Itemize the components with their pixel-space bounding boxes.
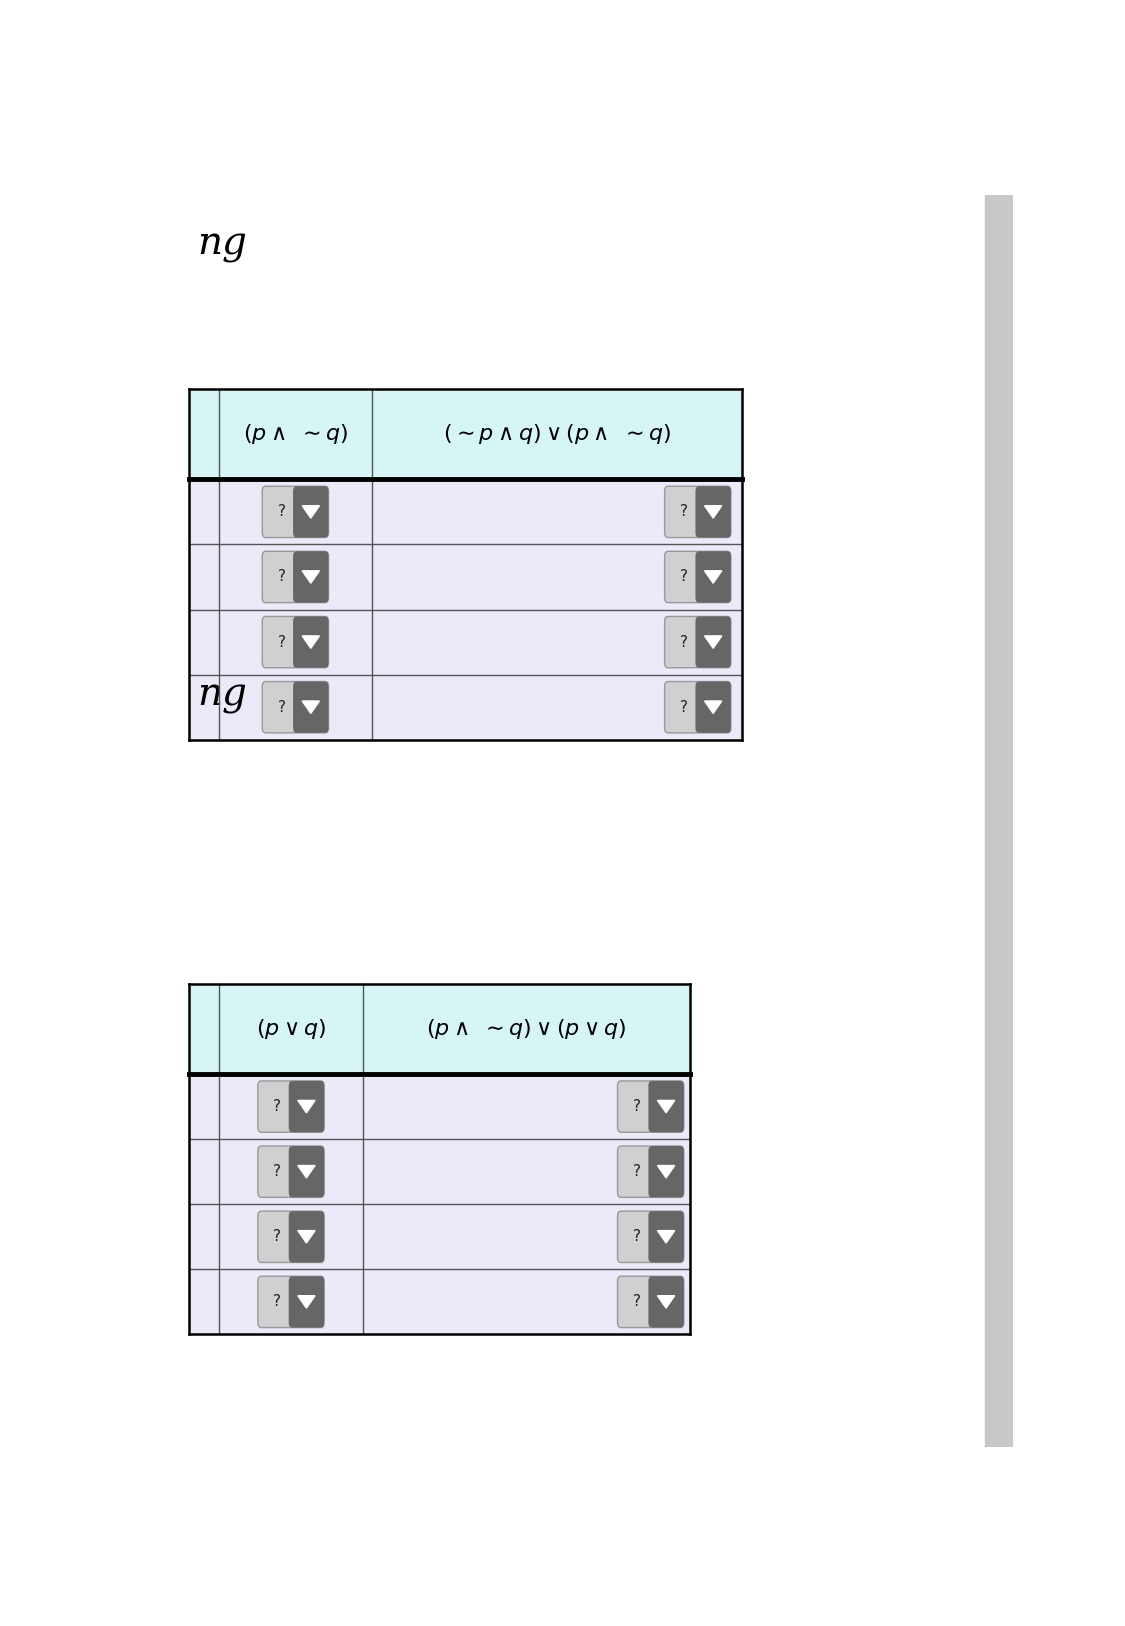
FancyBboxPatch shape: [618, 1211, 684, 1262]
Text: ?: ?: [633, 1229, 641, 1244]
Text: ?: ?: [273, 1294, 281, 1309]
FancyBboxPatch shape: [648, 1146, 684, 1197]
FancyBboxPatch shape: [258, 1211, 324, 1262]
Text: ?: ?: [278, 634, 286, 650]
Text: $(\sim p \wedge q) \vee (p \wedge\ \sim q)$: $(\sim p \wedge q) \vee (p \wedge\ \sim …: [443, 423, 670, 446]
FancyBboxPatch shape: [294, 551, 328, 603]
Bar: [189, 480, 742, 545]
FancyBboxPatch shape: [618, 1276, 684, 1327]
FancyBboxPatch shape: [695, 681, 731, 733]
FancyBboxPatch shape: [695, 551, 731, 603]
FancyBboxPatch shape: [258, 1081, 324, 1132]
Bar: [189, 984, 690, 1075]
FancyBboxPatch shape: [294, 486, 328, 538]
FancyBboxPatch shape: [695, 486, 731, 538]
FancyBboxPatch shape: [262, 551, 328, 603]
Bar: [189, 1270, 690, 1335]
FancyBboxPatch shape: [289, 1146, 324, 1197]
Text: ?: ?: [273, 1099, 281, 1114]
Polygon shape: [657, 1296, 675, 1307]
Polygon shape: [704, 571, 722, 584]
Text: ?: ?: [633, 1099, 641, 1114]
Polygon shape: [298, 1296, 315, 1307]
FancyBboxPatch shape: [262, 681, 328, 733]
FancyBboxPatch shape: [665, 486, 731, 538]
Bar: [189, 1140, 690, 1205]
Bar: [189, 545, 742, 610]
Text: ?: ?: [278, 504, 286, 519]
FancyBboxPatch shape: [294, 616, 328, 668]
FancyBboxPatch shape: [294, 681, 328, 733]
FancyBboxPatch shape: [289, 1211, 324, 1262]
Polygon shape: [303, 506, 319, 519]
FancyBboxPatch shape: [695, 616, 731, 668]
Text: ?: ?: [633, 1294, 641, 1309]
Polygon shape: [303, 571, 319, 584]
Polygon shape: [657, 1101, 675, 1112]
Polygon shape: [657, 1231, 675, 1242]
FancyBboxPatch shape: [648, 1081, 684, 1132]
Text: ng: ng: [197, 676, 248, 714]
Text: ?: ?: [681, 569, 688, 584]
Text: ?: ?: [681, 504, 688, 519]
FancyBboxPatch shape: [648, 1211, 684, 1262]
Polygon shape: [303, 636, 319, 649]
Text: ng: ng: [197, 226, 248, 263]
FancyBboxPatch shape: [289, 1276, 324, 1327]
Polygon shape: [704, 701, 722, 714]
FancyBboxPatch shape: [289, 1081, 324, 1132]
Bar: [189, 675, 742, 740]
Text: ?: ?: [681, 699, 688, 715]
FancyBboxPatch shape: [665, 551, 731, 603]
Bar: [189, 1205, 690, 1270]
FancyBboxPatch shape: [618, 1146, 684, 1197]
Polygon shape: [298, 1231, 315, 1242]
Bar: [984, 195, 1012, 1447]
FancyBboxPatch shape: [262, 486, 328, 538]
Text: ?: ?: [278, 699, 286, 715]
FancyBboxPatch shape: [665, 681, 731, 733]
FancyBboxPatch shape: [618, 1081, 684, 1132]
Polygon shape: [303, 701, 319, 714]
Bar: [189, 389, 742, 480]
Text: ?: ?: [681, 634, 688, 650]
FancyBboxPatch shape: [258, 1276, 324, 1327]
Bar: [189, 610, 742, 675]
Text: $(p \wedge\ \sim q)$: $(p \wedge\ \sim q)$: [243, 423, 348, 446]
Polygon shape: [657, 1166, 675, 1177]
Polygon shape: [298, 1166, 315, 1177]
FancyBboxPatch shape: [258, 1146, 324, 1197]
Polygon shape: [704, 636, 722, 649]
Bar: [189, 1075, 690, 1140]
Text: ?: ?: [278, 569, 286, 584]
FancyBboxPatch shape: [648, 1276, 684, 1327]
FancyBboxPatch shape: [262, 616, 328, 668]
Polygon shape: [704, 506, 722, 519]
Text: ?: ?: [273, 1229, 281, 1244]
Text: $(p \wedge\ \sim q) \vee (p \vee q)$: $(p \wedge\ \sim q) \vee (p \vee q)$: [426, 1016, 627, 1041]
Text: $(p \vee q)$: $(p \vee q)$: [255, 1016, 326, 1041]
Text: ?: ?: [633, 1164, 641, 1179]
Text: ?: ?: [273, 1164, 281, 1179]
FancyBboxPatch shape: [665, 616, 731, 668]
Polygon shape: [298, 1101, 315, 1112]
